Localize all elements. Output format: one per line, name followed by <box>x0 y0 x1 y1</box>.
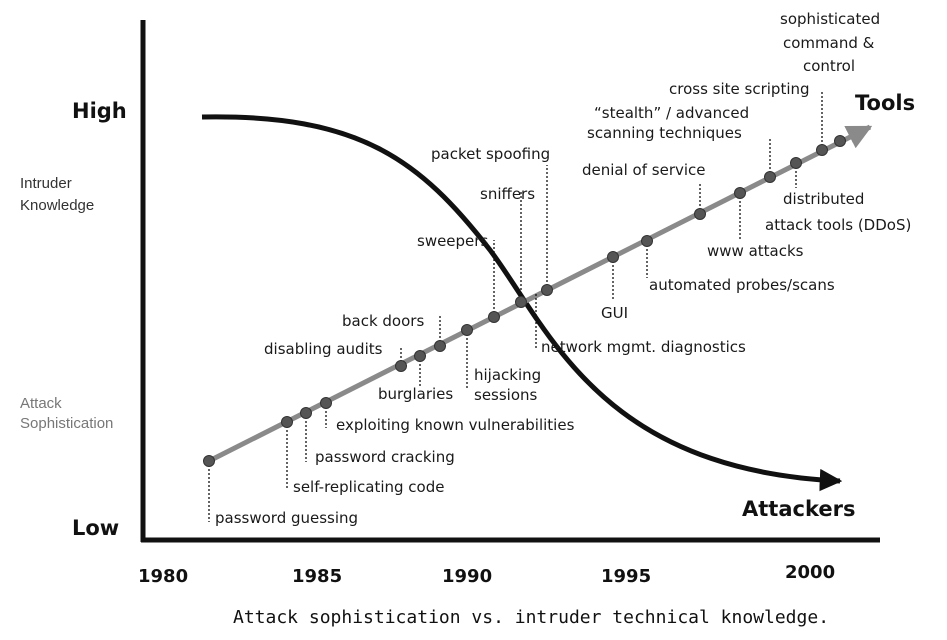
year-1995: 1995 <box>601 566 651 587</box>
label-burglaries: burglaries <box>378 385 453 403</box>
label-automated-probes-scans: automated probes/scans <box>649 276 835 294</box>
label-sophisticated-command-control-3: control <box>803 57 855 75</box>
attackers-curve <box>201 114 843 492</box>
label-self-replicating-code: self-replicating code <box>293 478 444 496</box>
year-1980: 1980 <box>138 566 188 587</box>
tools-line <box>207 124 873 464</box>
high-label: High <box>72 99 127 123</box>
intruder-knowledge-label-2: Knowledge <box>20 197 94 214</box>
label-distributed-attack-tools-2: attack tools (DDoS) <box>765 216 911 234</box>
label-cross-site-scripting: cross site scripting <box>669 80 810 98</box>
label-sweepers: sweepers <box>417 232 488 250</box>
milestone-dot <box>395 360 407 372</box>
milestone-dot <box>694 208 706 220</box>
attackers-label: Attackers <box>742 497 855 521</box>
milestone-dot <box>320 397 332 409</box>
milestone-dot <box>734 187 746 199</box>
milestone-dot <box>607 251 619 263</box>
milestone-dot <box>641 235 653 247</box>
label-denial-of-service: denial of service <box>582 161 706 179</box>
milestone-dot <box>515 296 527 308</box>
label-hijacking-sessions-2: sessions <box>474 386 538 404</box>
label-disabling-audits: disabling audits <box>264 340 383 358</box>
intruder-knowledge-label: Intruder <box>20 175 72 192</box>
label-sniffers: sniffers <box>480 185 535 203</box>
label-stealth-advanced: “stealth” / advanced <box>594 104 749 122</box>
milestone-dot <box>281 416 293 428</box>
milestone-dot <box>541 284 553 296</box>
label-hijacking-sessions: hijacking <box>474 366 541 384</box>
label-stealth-advanced-2: scanning techniques <box>587 124 742 142</box>
label-exploiting-known-vulnerabilities: exploiting known vulnerabilities <box>336 416 575 434</box>
milestone-dot <box>414 350 426 362</box>
label-www-attacks: www attacks <box>707 242 804 260</box>
label-distributed-attack-tools: distributed <box>783 190 864 208</box>
milestone-dot <box>790 157 802 169</box>
milestone-dot <box>764 171 776 183</box>
label-password-guessing: password guessing <box>215 509 358 527</box>
milestone-dot <box>834 135 846 147</box>
attack-sophistication-label: Attack <box>20 395 62 412</box>
figure-caption: Attack sophistication vs. intruder techn… <box>233 607 829 628</box>
milestone-dot <box>300 407 312 419</box>
milestone-dot <box>461 324 473 336</box>
attack-sophistication-label-2: Sophistication <box>20 415 113 432</box>
label-packet-spoofing: packet spoofing <box>431 145 550 163</box>
low-label: Low <box>72 516 119 540</box>
milestone-dot <box>203 455 215 467</box>
year-2000: 2000 <box>785 562 835 583</box>
year-1985: 1985 <box>292 566 342 587</box>
tools-label: Tools <box>855 91 915 115</box>
milestone-dots <box>203 135 846 467</box>
label-back-doors: back doors <box>342 312 424 330</box>
label-network-mgmt-diagnostics: network mgmt. diagnostics <box>541 338 746 356</box>
label-gui: GUI <box>601 304 628 322</box>
label-password-cracking: password cracking <box>315 448 455 466</box>
label-sophisticated-command-control-2: command & <box>783 34 875 52</box>
year-1990: 1990 <box>442 566 492 587</box>
milestone-dot <box>488 311 500 323</box>
leader-lines <box>208 90 823 522</box>
milestone-dot <box>434 340 446 352</box>
milestone-dot <box>816 144 828 156</box>
label-sophisticated-command-control: sophisticated <box>780 10 880 28</box>
